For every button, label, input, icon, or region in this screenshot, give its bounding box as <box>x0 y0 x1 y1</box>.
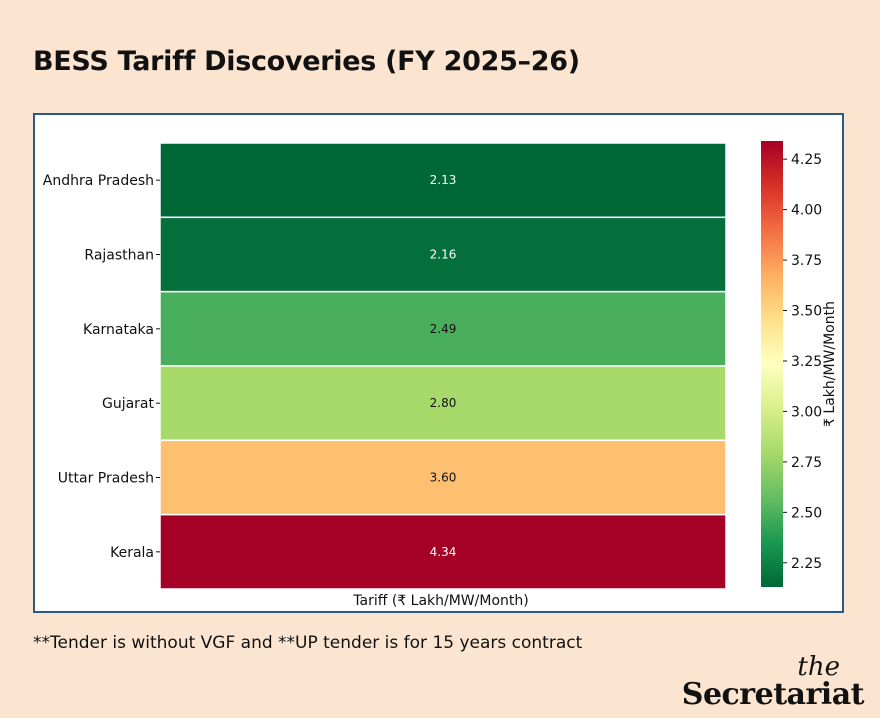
row-label: Kerala <box>110 545 154 561</box>
row-label: Gujarat <box>102 396 155 412</box>
colorbar-ticks: 2.25 2.50 2.75 3.00 3.25 3.50 3.75 4.00 4.25 <box>783 152 822 572</box>
cell-value-label: 3.60 <box>430 471 457 485</box>
row-label: Andhra Pradesh <box>43 173 154 189</box>
colorbar-tick-label: 3.25 <box>791 354 822 370</box>
cell-value-label: 2.13 <box>430 173 457 187</box>
cell-value-label: 2.16 <box>430 248 457 262</box>
heatmap-cells: 2.13 2.16 2.49 2.80 3.60 4.34 <box>159 142 727 590</box>
cell-value-label: 2.49 <box>430 322 457 336</box>
colorbar-tick-label: 3.00 <box>791 404 822 420</box>
heatmap-cell <box>159 513 727 590</box>
colorbar-tick-label: 2.50 <box>791 505 822 521</box>
colorbar-tick-label: 2.25 <box>791 556 822 572</box>
colorbar-tick-label: 2.75 <box>791 455 822 471</box>
heatmap-cell <box>159 142 727 219</box>
heatmap-cell <box>159 439 727 516</box>
cell-value-label: 2.80 <box>430 396 457 410</box>
row-label: Karnataka <box>83 322 154 338</box>
colorbar-tick-label: 3.75 <box>791 253 822 269</box>
row-label: Rajasthan <box>84 248 154 264</box>
row-labels: Andhra Pradesh Rajasthan Karnataka Gujarat U… <box>43 173 160 561</box>
row-label: Uttar Pradesh <box>58 471 154 487</box>
chart-panel: 2.13 2.16 2.49 2.80 3.60 4.34 Andhra Pradesh R… <box>33 113 844 613</box>
brand-logo-name: Secretariat <box>681 677 865 712</box>
colorbar <box>761 141 783 587</box>
colorbar-tick-label: 3.50 <box>791 304 822 320</box>
colorbar-tick-label: 4.00 <box>791 203 822 219</box>
brand-logo: the Secretariat <box>681 652 865 712</box>
heatmap-cell <box>159 216 727 293</box>
page-title: BESS Tariff Discoveries (FY 2025–26) <box>33 46 580 77</box>
footnote: **Tender is without VGF and **UP tender … <box>33 633 583 653</box>
brand-logo-top: the <box>797 652 840 682</box>
x-axis-label: Tariff (₹ Lakh/MW/Month) <box>352 593 528 609</box>
colorbar-tick-label: 4.25 <box>791 152 822 168</box>
heatmap-cell <box>159 290 727 367</box>
cell-value-label: 4.34 <box>430 545 457 559</box>
heatmap-cell <box>159 365 727 442</box>
colorbar-label: ₹ Lakh/MW/Month <box>822 301 838 427</box>
heatmap-chart: 2.13 2.16 2.49 2.80 3.60 4.34 Andhra Pradesh R… <box>43 141 838 609</box>
